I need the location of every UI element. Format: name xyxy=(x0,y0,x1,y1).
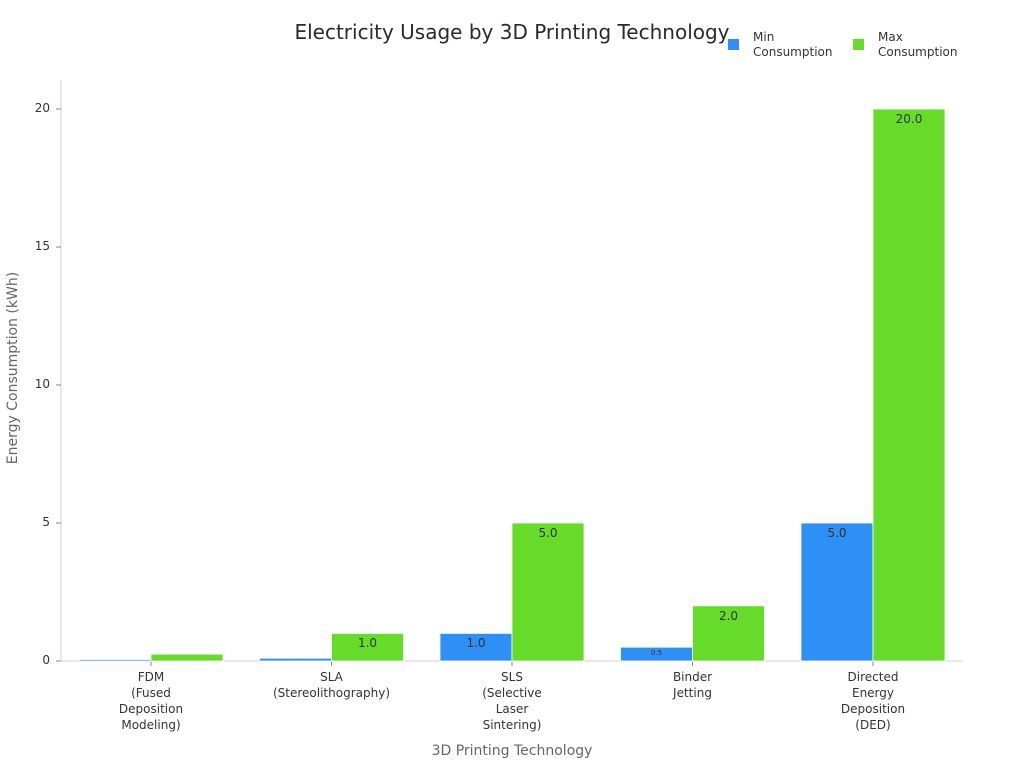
bar-max[interactable] xyxy=(150,653,224,662)
bar-max[interactable] xyxy=(331,633,404,662)
bar-value-label: 5.0 xyxy=(538,526,558,540)
bar-value-label: 5.0 xyxy=(827,526,847,540)
bar-value-label: 0.5 xyxy=(650,649,663,658)
bar-max[interactable] xyxy=(692,605,765,662)
y-tick-label: 20 xyxy=(34,101,50,115)
bar-value-label: 20.0 xyxy=(895,112,923,126)
bar-min[interactable] xyxy=(800,522,874,662)
bar-value-label: 1.0 xyxy=(466,636,486,651)
bar-min[interactable] xyxy=(259,657,332,662)
legend-item-min[interactable]: Min Consumption xyxy=(728,30,832,60)
x-tick-label: Directed Energy Deposition (DED) xyxy=(840,670,906,732)
legend-label-max: Max Consumption xyxy=(878,30,958,59)
x-tick-label: Binder Jetting xyxy=(672,670,713,700)
legend-label-min: Min Consumption xyxy=(753,30,833,59)
y-tick-label: 0 xyxy=(42,653,50,667)
bar-min[interactable] xyxy=(439,633,513,662)
legend-swatch-max xyxy=(853,39,864,50)
legend-swatch-min xyxy=(728,39,739,50)
chart-title: Electricity Usage by 3D Printing Technol… xyxy=(0,20,1024,44)
x-tick-label: SLA (Stereolithography) xyxy=(272,670,390,700)
bar-value-label: 1.0 xyxy=(357,636,378,651)
y-tick-label: 5 xyxy=(42,515,50,529)
bar-max[interactable] xyxy=(872,108,946,662)
y-tick-label: 15 xyxy=(34,239,50,253)
bar-value-label: 2.0 xyxy=(718,608,739,623)
y-tick-label: 10 xyxy=(34,377,50,391)
legend-item-max[interactable]: Max Consumption xyxy=(853,30,957,60)
x-axis-label: 3D Printing Technology xyxy=(431,743,593,759)
bar-min[interactable] xyxy=(78,659,152,662)
bar-max[interactable] xyxy=(511,522,585,662)
chart-title-text: Electricity Usage by 3D Printing Technol… xyxy=(294,20,730,44)
x-tick-label: FDM (Fused Deposition Modeling) xyxy=(118,670,184,732)
x-tick-label: SLS (Selective Laser Sintering) xyxy=(482,670,542,732)
y-axis-label: Energy Consumption (kWh) xyxy=(5,271,21,465)
